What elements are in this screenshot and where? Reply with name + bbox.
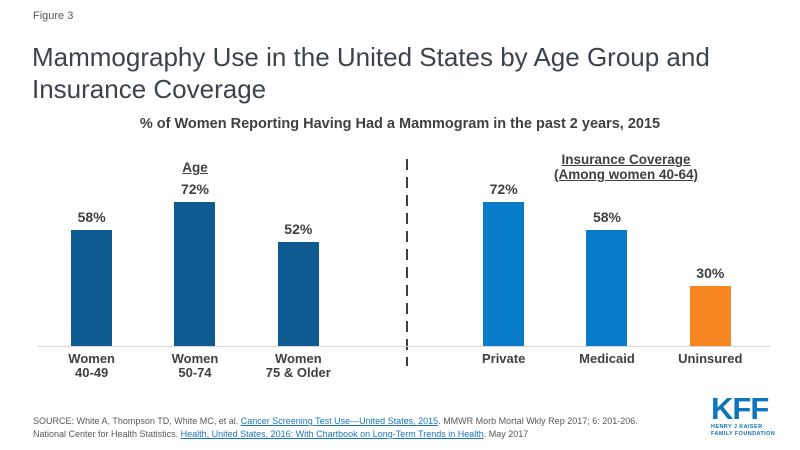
age-bars-plot: 58% 72% 52%: [40, 150, 350, 346]
bar-category-label: Uninsured: [659, 352, 762, 366]
bar: [174, 202, 216, 346]
kff-tagline-line1: HENRY J KAISER: [711, 424, 763, 430]
group-header-line: (Among women 40-64): [553, 167, 699, 182]
bar-value-label: 52%: [284, 221, 313, 237]
bar-category-label-line: 40-49: [75, 365, 109, 380]
bar-category-label-line: 50-74: [178, 365, 212, 380]
bar-category-label: Private: [452, 352, 555, 366]
bar-value-label: 30%: [696, 265, 725, 281]
bar-category-label-line: Women: [274, 351, 322, 366]
bar-value-label: 72%: [489, 181, 518, 197]
bar-category-label: Women 40-49: [40, 352, 143, 380]
kff-logo-acronym: KFF: [711, 391, 769, 426]
bar-category-label: Women 50-74: [143, 352, 246, 380]
source-line-1: SOURCE: White A, Thompson TD, White MC, …: [33, 415, 693, 428]
bar-category-label-line: Uninsured: [678, 351, 743, 366]
insurance-category-labels: Private Medicaid Uninsured: [452, 352, 762, 366]
group-header-line: Insurance Coverage: [561, 152, 691, 167]
age-group-header: Age: [40, 160, 350, 175]
bar-column: 52%: [247, 150, 350, 346]
insurance-group-header: Insurance Coverage (Among women 40-64): [518, 152, 734, 182]
group-header-line: Age: [182, 160, 208, 175]
bar-category-label-line: Medicaid: [579, 351, 635, 366]
source-text: SOURCE: White A, Thompson TD, White MC, …: [33, 416, 241, 426]
x-axis-line: [38, 346, 770, 347]
bar: [71, 230, 113, 346]
bar-column: 58%: [40, 150, 143, 346]
bar-value-label: 72%: [180, 181, 209, 197]
source-text: . May 2017: [483, 429, 529, 439]
bar-value-label: 58%: [77, 209, 106, 225]
bar-column: 58%: [555, 150, 658, 346]
page-title: Mammography Use in the United States by …: [32, 42, 710, 104]
insurance-bars-plot: 72% 58% 30%: [452, 150, 762, 346]
source-note: SOURCE: White A, Thompson TD, White MC, …: [33, 415, 693, 441]
bar-category-label-line: 75 & Older: [265, 365, 331, 380]
source-text: National Center for Health Statistics.: [33, 429, 181, 439]
bar-category-label: Women 75 & Older: [247, 352, 350, 380]
bar: [586, 230, 628, 346]
source-link-health-united-states[interactable]: Health, United States, 2016: With Chartb…: [180, 429, 484, 439]
source-text: . MMWR Morb Mortal Wkly Rep 2017; 6: 201…: [438, 416, 638, 426]
group-divider-line: [406, 159, 408, 366]
source-link-cancer-screening[interactable]: Cancer Screening Test Use—United States,…: [240, 416, 439, 426]
figure-label: Figure 3: [33, 10, 74, 22]
bar-value-label: 58%: [592, 209, 621, 225]
bar-category-label-line: Women: [68, 351, 116, 366]
bar-category-label-line: Women: [171, 351, 219, 366]
age-category-labels: Women 40-49 Women 50-74 Women 75 & Older: [40, 352, 350, 380]
bar-category-label-line: Private: [481, 351, 526, 366]
bar-category-label: Medicaid: [555, 352, 658, 366]
kff-logo-tagline: HENRY J KAISER FAMILY FOUNDATION: [711, 424, 793, 437]
source-line-2: National Center for Health Statistics. H…: [33, 428, 693, 441]
bar: [483, 202, 525, 346]
bar-column: 72%: [452, 150, 555, 346]
bar-column: 30%: [659, 150, 762, 346]
bar: [689, 286, 731, 346]
bar-column: 72%: [143, 150, 246, 346]
kff-tagline-line2: FAMILY FOUNDATION: [711, 430, 776, 437]
kff-logo: KFF HENRY J KAISER FAMILY FOUNDATION: [711, 391, 793, 437]
chart-subtitle: % of Women Reporting Having Had a Mammog…: [139, 116, 661, 132]
bar: [277, 242, 319, 346]
